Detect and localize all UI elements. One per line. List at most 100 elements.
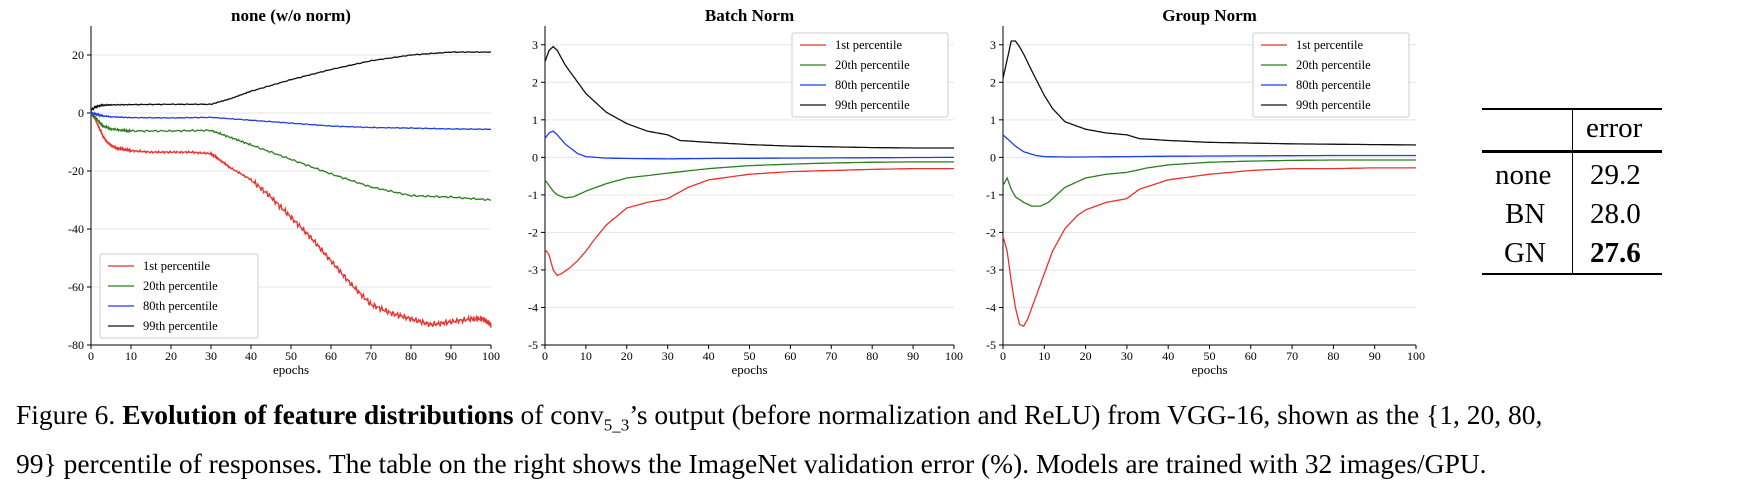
chart-title: Group Norm: [1162, 6, 1257, 25]
x-tick-label: 80: [866, 349, 878, 363]
legend-entry: 20th percentile: [1296, 58, 1371, 72]
caption-text-1: of conv: [513, 399, 604, 430]
x-tick-label: 90: [907, 349, 919, 363]
x-tick-label: 0: [1000, 349, 1006, 363]
legend-entry: 1st percentile: [835, 38, 902, 52]
legend-entry: 99th percentile: [835, 98, 910, 112]
series-line: [1002, 159, 1416, 207]
legend-entry: 99th percentile: [143, 319, 218, 333]
caption-bold-phrase: Evolution of feature distributions: [122, 399, 514, 430]
y-tick-label: -5: [986, 338, 996, 352]
y-tick-label: -1: [986, 188, 996, 202]
legend-entry: 80th percentile: [143, 299, 218, 313]
x-tick-label: 100: [1407, 349, 1425, 363]
legend-entry: 80th percentile: [835, 78, 910, 92]
x-tick-label: 80: [1327, 349, 1339, 363]
x-tick-label: 100: [482, 349, 500, 363]
x-tick-label: 30: [205, 349, 217, 363]
table-row-value-best: 27.6: [1590, 237, 1641, 269]
legend-entry: 80th percentile: [1296, 78, 1371, 92]
x-tick-label: 10: [580, 349, 592, 363]
y-tick-label: 1: [532, 113, 538, 127]
x-tick-label: 20: [1080, 349, 1092, 363]
x-tick-label: 70: [365, 349, 377, 363]
legend-entry: 1st percentile: [143, 259, 210, 273]
x-tick-label: 60: [784, 349, 796, 363]
y-tick-label: -2: [528, 225, 538, 239]
x-tick-label: 50: [285, 349, 297, 363]
x-tick-label: 30: [662, 349, 674, 363]
y-tick-label: 2: [532, 75, 538, 89]
y-tick-label: -3: [528, 263, 538, 277]
chart-title: Batch Norm: [705, 6, 794, 25]
x-tick-label: 100: [945, 349, 963, 363]
table-row-label: BN: [1505, 198, 1546, 230]
series-line: [544, 130, 954, 160]
x-tick-label: 40: [703, 349, 715, 363]
series-line: [1002, 167, 1416, 328]
x-tick-label: 60: [325, 349, 337, 363]
x-tick-label: 70: [825, 349, 837, 363]
x-tick-label: 0: [88, 349, 94, 363]
legend-box: [791, 32, 949, 118]
chart-panel-0: -80 -60 -40 -20 0 20 0 10 20 30 40 50 60 70 80 90 100 non…: [68, 6, 500, 377]
x-tick-label: 40: [245, 349, 257, 363]
series-line: [90, 110, 492, 131]
caption-line-2: 99} percentile of responses. The table o…: [16, 447, 1487, 479]
legend-box: [1252, 32, 1410, 118]
x-tick-label: 0: [542, 349, 548, 363]
legend-box: [99, 253, 259, 339]
y-tick-label: -1: [528, 188, 538, 202]
y-tick-label: 0: [990, 150, 996, 164]
y-tick-label: 0: [78, 106, 84, 120]
y-tick-label: 20: [72, 48, 84, 62]
x-tick-label: 20: [165, 349, 177, 363]
x-tick-label: 70: [1286, 349, 1298, 363]
y-tick-label: -2: [986, 225, 996, 239]
y-tick-label: -20: [68, 164, 84, 178]
figure-caption: Figure 6. Evolution of feature distribut…: [16, 396, 1754, 483]
x-tick-label: 10: [125, 349, 137, 363]
table-row-value: 28.0: [1590, 198, 1641, 230]
y-tick-label: -5: [528, 338, 538, 352]
x-tick-label: 50: [1204, 349, 1216, 363]
series-line: [1002, 40, 1417, 146]
series-line: [544, 161, 954, 199]
y-tick-label: 3: [532, 38, 538, 52]
table-row-label: none: [1495, 159, 1552, 191]
table-row-value: 29.2: [1590, 159, 1641, 191]
legend-entry: 99th percentile: [1296, 98, 1371, 112]
x-tick-label: 80: [405, 349, 417, 363]
x-tick-label: 90: [1369, 349, 1381, 363]
y-tick-label: -60: [68, 280, 84, 294]
x-tick-label: 10: [1038, 349, 1050, 363]
chart-title: none (w/o norm): [231, 6, 351, 25]
series-line: [1002, 134, 1416, 158]
legend-entry: 20th percentile: [835, 58, 910, 72]
y-tick-label: 3: [990, 38, 996, 52]
x-axis-label: epochs: [731, 362, 767, 377]
error-table: error none 29.2 BN 28.0 GN 27.6: [1482, 108, 1662, 275]
x-tick-label: 90: [445, 349, 457, 363]
x-tick-label: 50: [744, 349, 756, 363]
legend-entry: 20th percentile: [143, 279, 218, 293]
x-tick-label: 60: [1245, 349, 1257, 363]
series-line: [90, 51, 492, 112]
table-header-error: error: [1586, 112, 1643, 144]
y-tick-label: -40: [68, 222, 84, 236]
table-column-divider: [1572, 108, 1573, 274]
x-tick-label: 20: [621, 349, 633, 363]
series-line: [90, 112, 492, 201]
x-axis-label: epochs: [1191, 362, 1227, 377]
series-line: [544, 45, 954, 149]
caption-subscript: 5_3: [603, 415, 630, 435]
series-line: [90, 112, 492, 328]
caption-text-2: ’s output (before normalization and ReLU…: [629, 399, 1543, 430]
y-tick-label: 2: [990, 75, 996, 89]
y-tick-label: -4: [986, 300, 996, 314]
series-line: [544, 167, 954, 277]
caption-figure-label: Figure 6.: [16, 399, 116, 430]
